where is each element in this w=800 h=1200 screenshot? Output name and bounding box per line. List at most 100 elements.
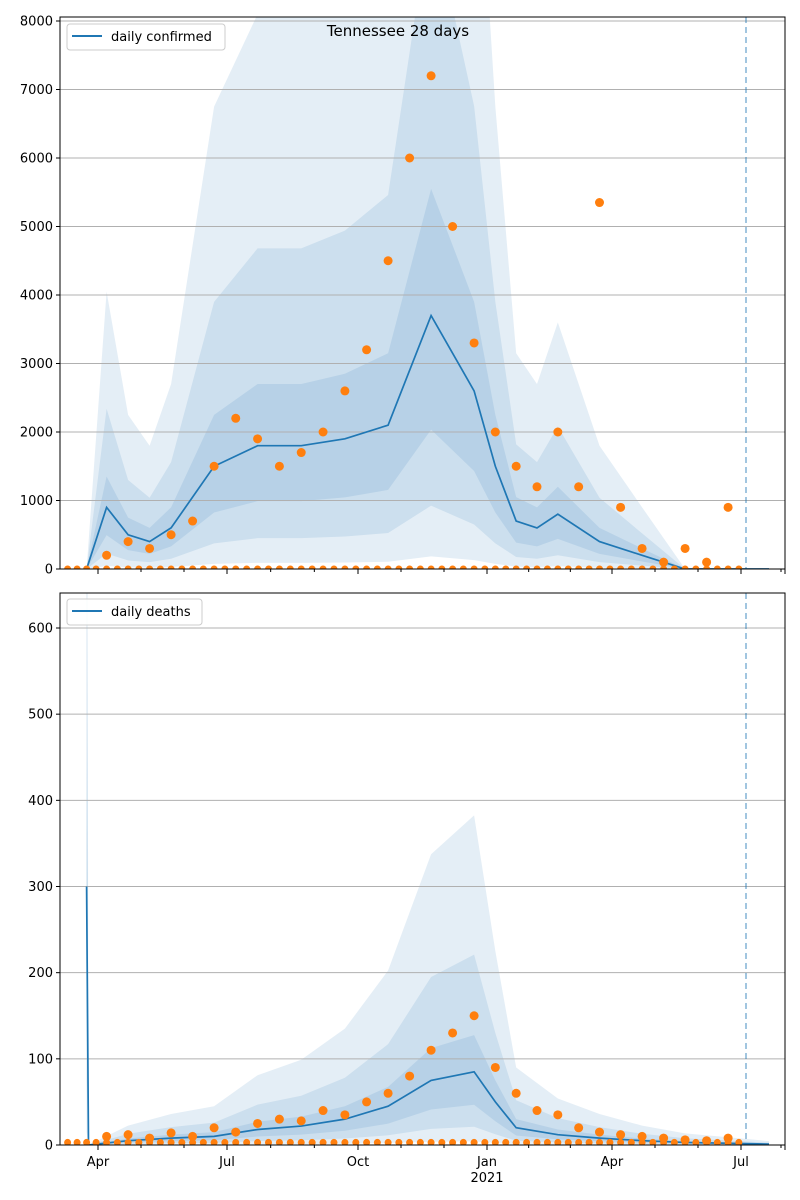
data-point (713, 565, 721, 569)
data-point (178, 1138, 186, 1145)
data-point (352, 1138, 360, 1145)
deaths-panel: 0 100 200 300 400 500 600 Apr Jul Oct Jan Apr Jul d… (28, 592, 786, 1186)
data-point (564, 565, 572, 569)
data-point (438, 1138, 446, 1145)
data-point (502, 1138, 510, 1145)
data-point (637, 1131, 647, 1141)
y-tick-label: 300 (28, 880, 53, 895)
data-point (156, 1138, 164, 1145)
data-point (481, 1138, 489, 1145)
data-point (511, 1088, 521, 1098)
data-point (73, 565, 81, 569)
data-point (275, 565, 283, 569)
y-tick-label: 8000 (20, 15, 53, 30)
data-point (627, 1138, 635, 1145)
data-point (64, 565, 72, 569)
data-point (395, 565, 403, 569)
data-point (735, 1138, 743, 1145)
data-point (553, 1110, 563, 1120)
data-point (124, 1138, 132, 1145)
data-point (275, 1138, 283, 1145)
y-tick-label: 7000 (20, 83, 53, 98)
data-point (156, 565, 164, 569)
data-point (627, 565, 635, 569)
data-point (274, 461, 284, 471)
data-point (340, 386, 350, 396)
data-point (383, 1088, 393, 1098)
data-point (448, 222, 458, 231)
data-point (319, 565, 327, 569)
data-point (649, 1138, 657, 1145)
uncertainty-band (86, 757, 770, 1145)
data-point (231, 1127, 241, 1137)
data-point (638, 1138, 646, 1145)
data-point (167, 1138, 175, 1145)
data-point (575, 565, 583, 569)
uncertainty-band (86, 593, 769, 1145)
data-point (713, 1138, 721, 1145)
data-point (103, 1138, 111, 1145)
data-point (649, 565, 657, 569)
data-point (83, 1138, 91, 1145)
data-point (616, 1130, 626, 1140)
legend-label: daily deaths (111, 605, 191, 620)
y-tick-label: 0 (45, 563, 53, 578)
deaths-gridlines (60, 627, 785, 1060)
deaths-legend: daily deaths (66, 598, 203, 626)
data-point (363, 565, 371, 569)
data-point (330, 565, 338, 569)
data-point (427, 1138, 435, 1145)
data-point (490, 1062, 500, 1072)
data-point (406, 565, 414, 569)
data-point (189, 565, 197, 569)
data-point (209, 461, 219, 471)
confirmed-yticks: 0 1000 2000 3000 4000 5000 6000 7000 8000 (20, 15, 60, 578)
data-point (209, 1123, 219, 1133)
data-point (459, 1138, 467, 1145)
chart-title: Tennessee 28 days (326, 22, 469, 40)
confirmed-points (64, 71, 743, 569)
data-point (449, 565, 457, 569)
data-point (92, 565, 100, 569)
data-point (692, 565, 700, 569)
data-point (438, 565, 446, 569)
data-point (135, 565, 143, 569)
data-point (543, 565, 551, 569)
data-point (297, 565, 305, 569)
uncertainty-band (86, 17, 769, 569)
y-tick-label: 3000 (20, 357, 53, 372)
data-point (469, 1011, 479, 1021)
confirmed-legend: daily confirmed (66, 23, 226, 51)
data-point (264, 1138, 272, 1145)
data-point (523, 565, 531, 569)
data-point (574, 1123, 584, 1133)
data-point (532, 1106, 542, 1116)
legend-label: daily confirmed (111, 30, 212, 45)
data-point (64, 1138, 72, 1145)
data-point (113, 565, 121, 569)
y-tick-label: 1000 (20, 494, 53, 509)
uncertainty-band (86, 593, 769, 1145)
data-point (73, 1138, 81, 1145)
data-point (606, 1138, 614, 1145)
data-point (308, 1138, 316, 1145)
x-year-label: 2021 (470, 1171, 503, 1186)
deaths-bands (86, 593, 770, 1145)
deaths-xticks: Apr Jul Oct Jan Apr Jul (87, 1145, 786, 1170)
x-tick-label: Apr (601, 1155, 624, 1170)
data-point (341, 1138, 349, 1145)
data-point (638, 565, 646, 569)
data-point (692, 1138, 700, 1145)
data-point (660, 565, 668, 569)
data-point (383, 256, 393, 266)
data-point (135, 1138, 143, 1145)
data-point (319, 1138, 327, 1145)
data-point (703, 565, 711, 569)
confirmed-frame (59, 16, 786, 570)
data-point (405, 1071, 415, 1081)
data-point (564, 1138, 572, 1145)
data-point (102, 1131, 112, 1141)
deaths-frame (59, 592, 786, 1146)
data-point (123, 537, 133, 547)
data-point (502, 565, 510, 569)
